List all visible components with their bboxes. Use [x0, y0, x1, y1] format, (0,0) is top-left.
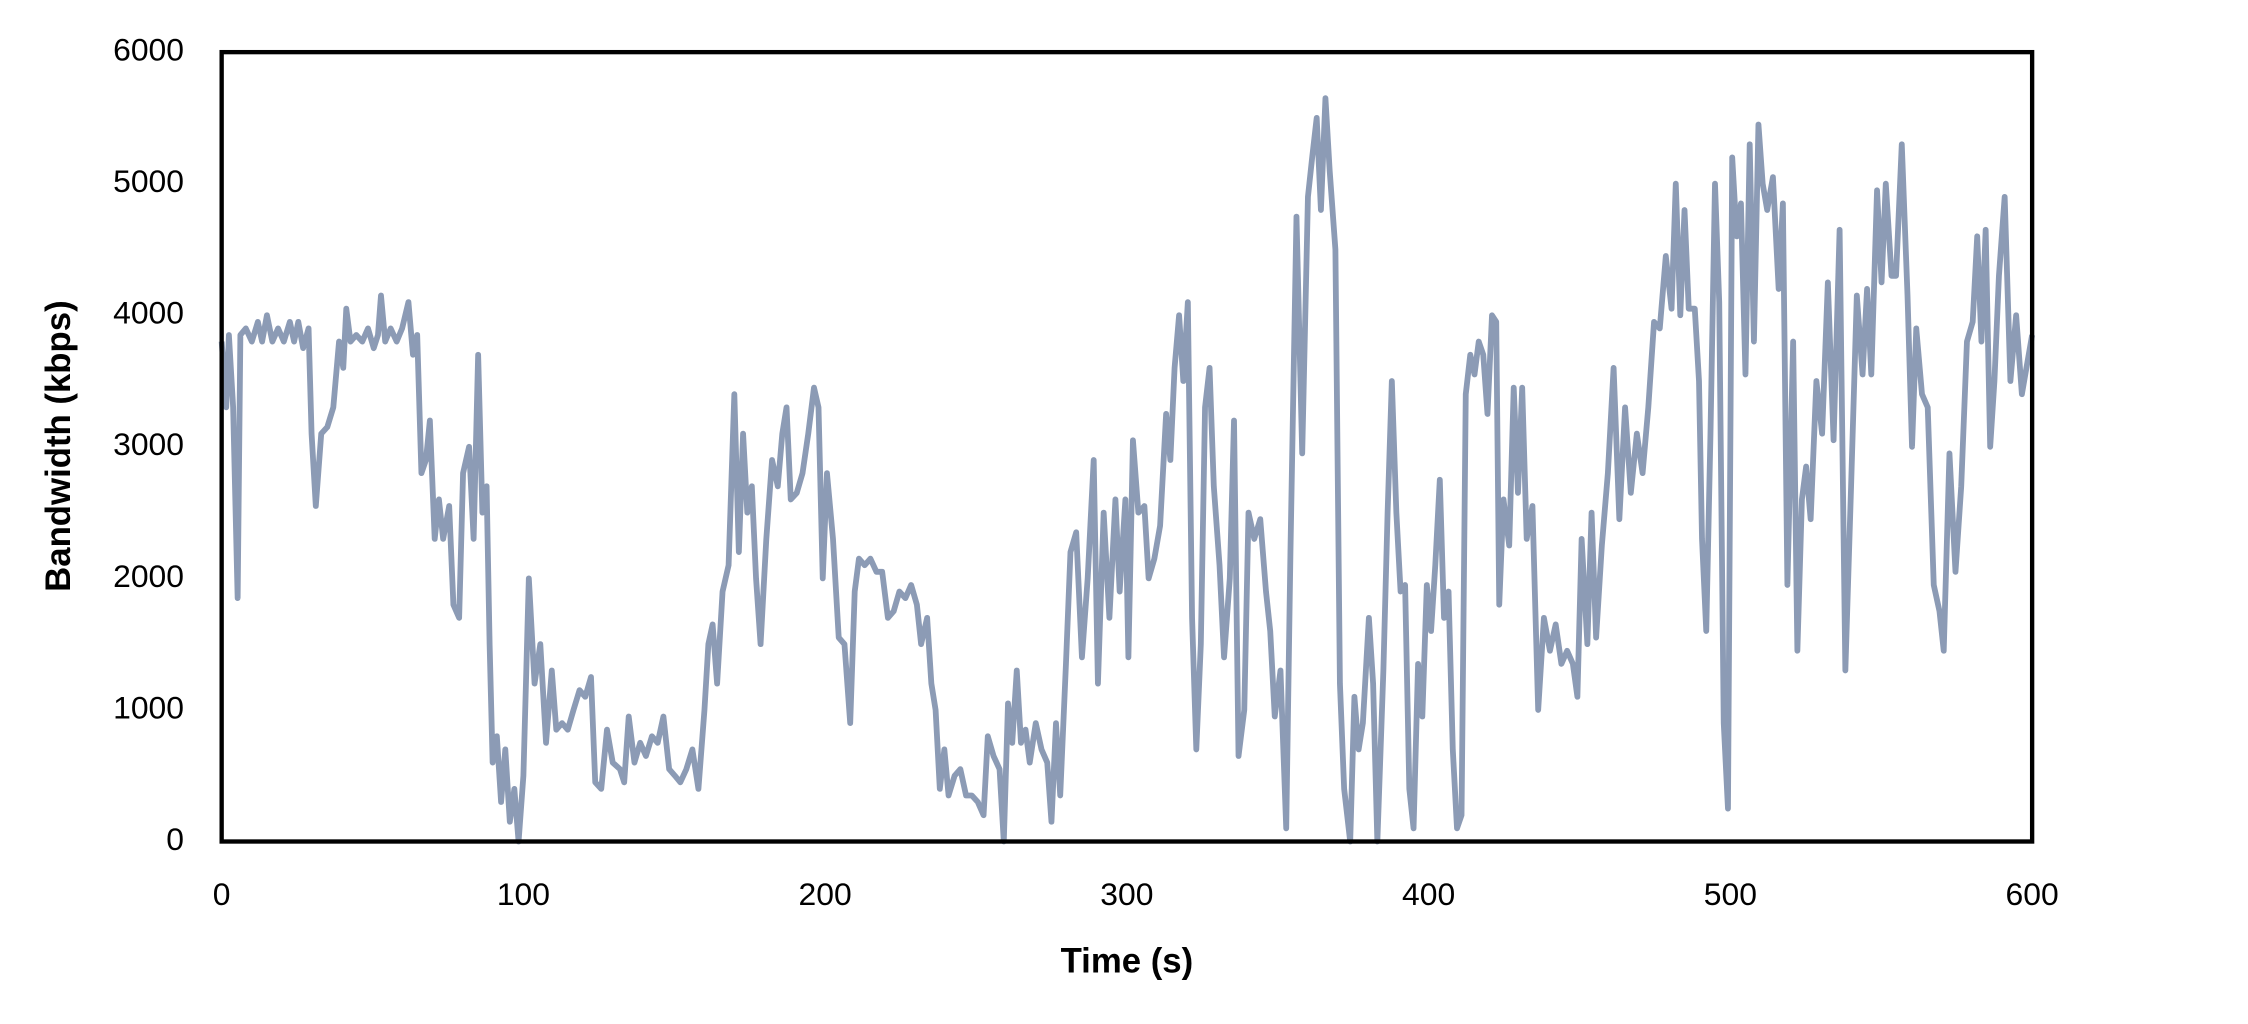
y-tick-label: 4000	[113, 295, 184, 331]
y-axis-label: Bandwidth (kbps)	[40, 300, 78, 591]
x-tick-label: 200	[799, 876, 852, 912]
plot-frame	[219, 49, 2035, 844]
data-line	[218, 95, 2035, 845]
y-tick-label: 1000	[113, 689, 184, 725]
x-axis-label: Time (s)	[1061, 942, 1194, 980]
x-tick-label: 300	[1100, 876, 1153, 912]
y-tick-label: 2000	[113, 558, 184, 594]
y-tick-label: 0	[166, 821, 184, 857]
y-tick-label: 3000	[113, 426, 184, 462]
x-tick-label: 600	[2006, 876, 2059, 912]
y-tick-label: 6000	[113, 32, 184, 68]
x-tick-label: 500	[1704, 876, 1757, 912]
x-tick-label: 0	[213, 876, 231, 912]
x-tick-label: 400	[1402, 876, 1455, 912]
y-tick-label: 5000	[113, 163, 184, 199]
x-tick-label: 100	[497, 876, 550, 912]
